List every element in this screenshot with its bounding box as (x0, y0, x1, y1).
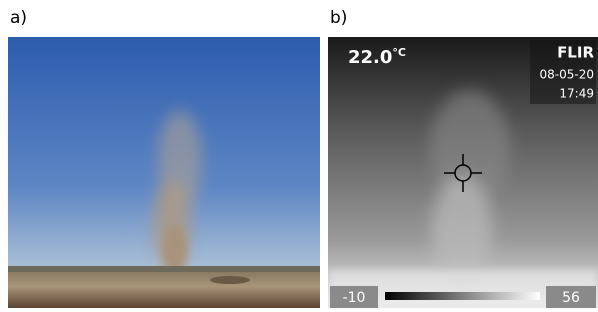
scale-max: 56 (562, 290, 580, 306)
temperature-unit: °C (392, 46, 406, 59)
panel-label: a) (10, 8, 27, 28)
temperature-value: 22.0 (348, 47, 392, 68)
time: 17:49 (559, 87, 594, 101)
photo (8, 37, 320, 308)
figure: a) b) 22.0°C FLIR 08-05-20 17:49 -10 56 (0, 0, 598, 312)
date: 08-05-20 (540, 68, 594, 82)
brand-logo: FLIR (557, 44, 594, 62)
panel-label: b) (330, 8, 347, 28)
scale-min: -10 (343, 290, 366, 306)
